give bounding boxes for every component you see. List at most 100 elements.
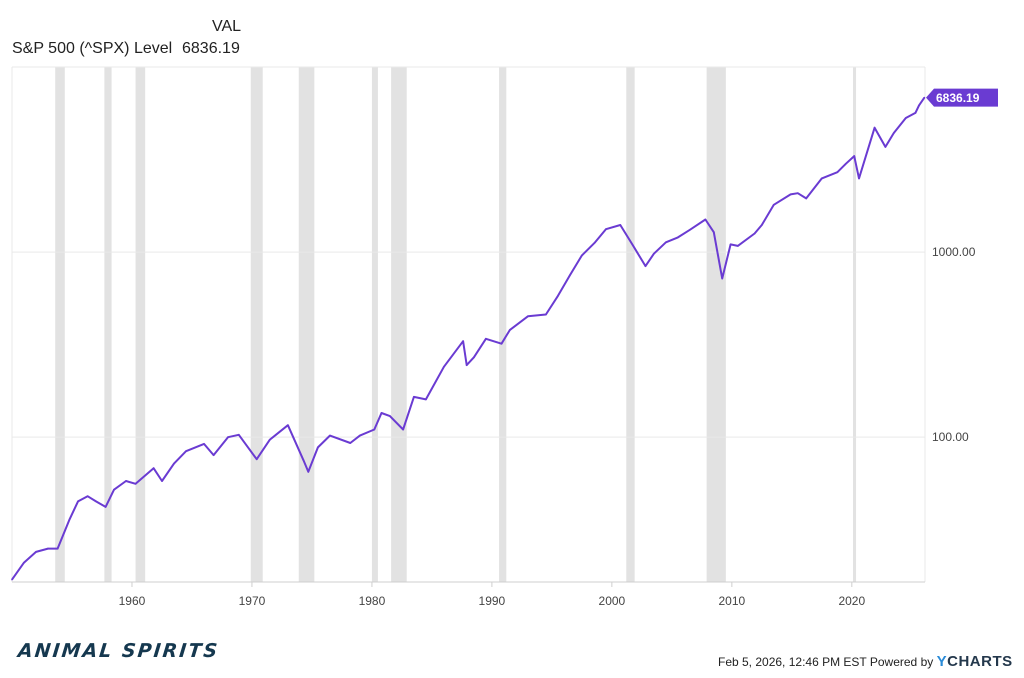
legend-column-header: VAL: [212, 18, 242, 35]
series-point-68: [805, 197, 808, 200]
series-point-28: [329, 434, 331, 437]
series-point-61: [729, 243, 732, 246]
series-point-3: [47, 547, 49, 550]
recession-band-3: [250, 67, 263, 582]
series-point-18: [212, 454, 215, 456]
series-point-26: [307, 470, 310, 473]
series-point-13: [152, 467, 155, 469]
series-point-11: [125, 480, 127, 482]
series-point-43: [509, 329, 511, 331]
series-point-5: [68, 518, 71, 521]
recession-band-2: [135, 67, 146, 582]
series-point-49: [594, 241, 596, 244]
series-point-12: [134, 482, 137, 485]
last-value-badge-text: 6836.19: [936, 91, 980, 105]
series-point-22: [269, 438, 271, 441]
series-point-63: [753, 232, 756, 235]
series-point-47: [569, 274, 571, 277]
series-point-23: [275, 433, 277, 436]
series-point-0: [11, 578, 13, 581]
series-point-16: [185, 450, 187, 452]
series-point-80: [923, 96, 926, 99]
series-point-69: [821, 177, 823, 180]
series-point-65: [773, 204, 775, 206]
recession-band-4: [298, 67, 315, 582]
series-point-59: [713, 231, 715, 234]
series-point-45: [545, 313, 547, 316]
series-point-20: [237, 433, 240, 436]
series-point-51: [619, 224, 622, 226]
ycharts-logo[interactable]: YCHARTS: [937, 653, 1013, 670]
x-axis-ticks: 1960 1970 1980 1990 2000 2010 2020: [119, 582, 865, 608]
series-point-29: [349, 442, 352, 444]
recession-band-6: [391, 67, 407, 582]
series-point-39: [465, 364, 468, 366]
series-point-8: [95, 500, 97, 503]
series-point-48: [581, 254, 583, 257]
series-point-57: [689, 228, 691, 231]
series-point-15: [173, 462, 175, 465]
y-tick-label-1: 100.00: [932, 430, 969, 444]
series-point-37: [443, 365, 445, 368]
series-point-36: [425, 398, 427, 401]
series-point-6: [77, 500, 79, 503]
series-point-42: [500, 342, 503, 345]
series-point-66: [789, 193, 792, 196]
recession-band-9: [706, 67, 726, 582]
series-point-46: [557, 295, 559, 297]
ycharts-logo-y: Y: [936, 653, 948, 670]
series-point-71: [845, 162, 847, 165]
legend-series-name[interactable]: S&P 500 (^SPX) Level: [12, 40, 173, 57]
recession-band-0: [55, 67, 65, 582]
x-tick-label-2010: 2010: [718, 594, 745, 608]
series-point-31: [373, 428, 376, 431]
series-points: [11, 96, 926, 581]
series-point-32: [380, 412, 383, 414]
series-point-10: [113, 488, 115, 491]
recession-band-7: [499, 67, 507, 582]
series-point-75: [884, 146, 887, 148]
recession-band-8: [626, 67, 635, 582]
last-value-badge: 6836.19: [926, 88, 998, 107]
footer-attribution: Feb 5, 2026, 12:46 PM EST Powered by YCH…: [718, 653, 1013, 670]
recession-band-10: [853, 67, 857, 582]
series-point-76: [893, 132, 895, 134]
series-point-67: [797, 192, 799, 195]
series-point-64: [761, 224, 763, 226]
recession-band-5: [371, 67, 378, 582]
series-point-58: [704, 218, 707, 221]
series-point-40: [473, 356, 475, 359]
x-tick-label-1980: 1980: [359, 594, 386, 608]
footer-timestamp: Feb 5, 2026, 12:46 PM EST Powered by: [718, 655, 934, 669]
x-tick-label-1990: 1990: [479, 594, 506, 608]
series-point-4: [56, 547, 59, 550]
series-point-17: [203, 443, 205, 445]
series-point-30: [359, 434, 361, 437]
series-line-sp500[interactable]: [11, 97, 926, 581]
series-point-7: [86, 495, 89, 497]
x-tick-label-2020: 2020: [838, 594, 865, 608]
series-point-19: [227, 436, 229, 438]
series-point-79: [918, 104, 920, 107]
series-point-73: [858, 177, 860, 180]
series-point-72: [853, 155, 856, 157]
series-point-14: [161, 480, 163, 482]
series-point-2: [35, 551, 37, 553]
animal-spirits-logo: ANIMAL SPIRITS: [16, 640, 221, 662]
x-tick-label-1970: 1970: [239, 594, 266, 608]
legend-series-value: 6836.19: [182, 40, 240, 57]
series-point-56: [677, 236, 679, 239]
series-point-25: [302, 459, 305, 462]
series-point-54: [653, 252, 655, 255]
gridlines: [11, 66, 926, 582]
recession-bands: [55, 67, 857, 582]
series-point-41: [485, 338, 487, 340]
y-axis-ticks: 1000.00 100.00: [932, 245, 976, 444]
last-value-badge-shape: [926, 88, 998, 107]
series-point-35: [413, 396, 415, 398]
ycharts-logo-text: CHARTS: [947, 653, 1013, 670]
series-point-50: [605, 228, 607, 230]
series-point-21: [255, 458, 258, 461]
series-point-27: [317, 446, 319, 449]
